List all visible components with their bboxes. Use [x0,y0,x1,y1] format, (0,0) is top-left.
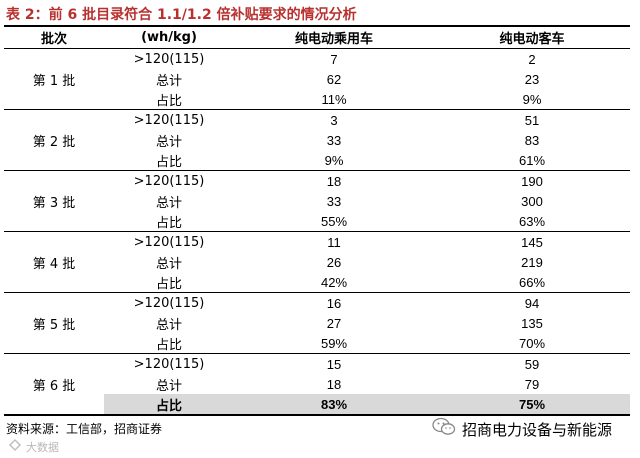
metric-cell: 占比 [104,89,234,110]
table-row: 第 6 批 >120(115) 15 59 [4,353,630,416]
metric-cell: 总计 [155,195,182,211]
bus-value: 2 [528,51,536,67]
bus-value: 83 [524,132,540,148]
metric-cell: 占比 [104,211,234,232]
table-row: 占比 83% 75% [4,394,630,416]
metric-cell: >120(115) [133,173,205,189]
bus-value: 63% [434,211,630,232]
metric-cell: >120(115) [133,356,205,372]
metric-cell: 总计 [155,378,182,394]
watermark-logo-icon [8,438,22,455]
table-row: 第 4 批 >120(115) 11 145 [4,231,630,293]
passenger-car-value: 16 [326,295,342,311]
metric-cell: 总计 [155,317,182,333]
table-row: 第 1 批 >120(115) 7 2 [4,48,630,110]
bus-value: 145 [521,234,543,250]
table-row: 总计 27 135 [4,313,630,333]
metric-cell: 总计 [155,256,182,272]
metric-cell: >120(115) [133,51,205,67]
passenger-car-value: 83% [234,394,434,416]
table-row: 第 5 批 >120(115) 16 94 [4,292,630,354]
table-row: 第 3 批 >120(115) 18 190 [4,170,630,232]
passenger-car-value: 7 [330,51,338,67]
passenger-car-value: 15 [326,356,342,372]
source-note: 资料来源：工信部，招商证券 [6,422,163,436]
bus-value: 66% [434,272,630,293]
metric-cell: 总计 [155,73,182,89]
bus-value: 79 [524,376,540,392]
metric-cell: >120(115) [133,112,205,128]
bus-value: 135 [521,315,543,331]
watermark-left: 大数据 [8,438,59,455]
table-row: 占比 11% 9% [4,89,630,110]
table-row: 总计 33 83 [4,130,630,150]
table-row: 占比 9% 61% [4,150,630,171]
passenger-car-value: 55% [234,211,434,232]
bus-value: 94 [524,295,540,311]
metric-cell: >120(115) [133,234,205,250]
table-row: 总计 26 219 [4,252,630,272]
batch-label: 第 3 批 [4,170,104,232]
metric-cell: >120(115) [133,295,205,311]
table-header-row: 批次 (wh/kg) 纯电动乘用车 纯电动客车 [4,25,630,49]
batch-label: 第 5 批 [4,292,104,354]
bus-value: 61% [434,150,630,171]
bus-value: 190 [521,173,543,189]
batch-label: 第 4 批 [4,231,104,293]
table-row: 总计 33 300 [4,191,630,211]
passenger-car-value: 59% [234,333,434,354]
table-body: 第 1 批 >120(115) 7 2 总计 62 23 占比 11% 9% 第 2 批 >120(1… [4,48,630,416]
table-row: 占比 59% 70% [4,333,630,354]
bus-value: 23 [524,71,540,87]
header-metric: (wh/kg) [104,25,234,49]
bus-value: 75% [434,394,630,416]
passenger-car-value: 27 [326,315,342,331]
table-row: 占比 55% 63% [4,211,630,232]
batch-label: 第 6 批 [4,353,104,416]
bus-value: 70% [434,333,630,354]
wechat-icon [432,417,456,441]
table-row: 占比 42% 66% [4,272,630,293]
table-row: 第 2 批 >120(115) 3 51 [4,109,630,171]
header-passenger-car: 纯电动乘用车 [234,25,434,49]
metric-cell: 总计 [155,134,182,150]
watermark-right-text: 招商电力设备与新能源 [462,420,613,439]
bus-value: 219 [521,254,543,270]
passenger-car-value: 62 [326,71,342,87]
bus-value: 51 [524,112,540,128]
metric-cell: 占比 [104,272,234,293]
passenger-car-value: 26 [326,254,342,270]
header-batch: 批次 [4,25,104,49]
passenger-car-value: 18 [326,376,342,392]
passenger-car-value: 11 [327,234,341,250]
metric-cell: 占比 [104,333,234,354]
metric-cell: 占比 [104,394,234,416]
passenger-car-value: 33 [326,132,342,148]
table-row: 总计 62 23 [4,69,630,89]
passenger-car-value: 33 [326,193,342,209]
table-row: 总计 18 79 [4,374,630,394]
bus-value: 59 [524,356,540,372]
passenger-car-value: 11% [234,89,434,110]
header-bus: 纯电动客车 [434,25,630,49]
passenger-car-value: 18 [326,173,342,189]
passenger-car-value: 42% [234,272,434,293]
bus-value: 300 [521,193,543,209]
batch-label: 第 2 批 [4,109,104,171]
batch-label: 第 1 批 [4,48,104,110]
bus-value: 9% [434,89,630,110]
passenger-car-value: 9% [234,150,434,171]
metric-cell: 占比 [104,150,234,171]
passenger-car-value: 3 [330,112,338,128]
subsidy-table: 批次 (wh/kg) 纯电动乘用车 纯电动客车 第 1 批 >120(115) 7 2… [4,25,630,416]
watermark-left-text: 大数据 [26,440,59,454]
table-title: 表 2：前 6 批目录符合 1.1/1.2 倍补贴要求的情况分析 [6,7,357,23]
watermark-right: 招商电力设备与新能源 [432,417,612,441]
